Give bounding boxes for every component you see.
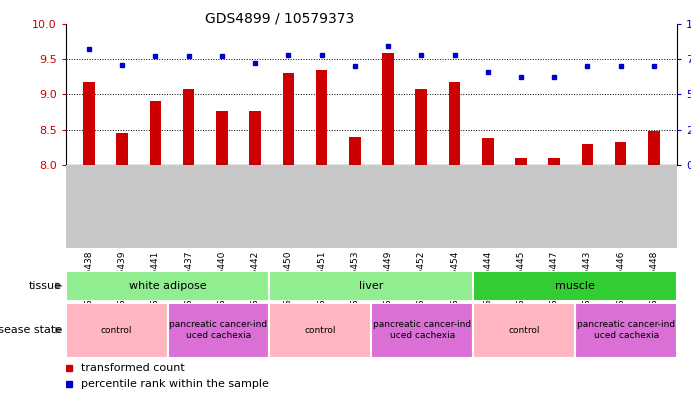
Text: white adipose: white adipose (129, 281, 207, 291)
Bar (167, 303, 269, 358)
Text: pancreatic cancer-ind
uced cachexia: pancreatic cancer-ind uced cachexia (169, 320, 267, 340)
Bar (66, 271, 269, 301)
Text: liver: liver (359, 281, 384, 291)
Bar (283, 73, 294, 165)
Text: tissue: tissue (29, 281, 62, 291)
Bar (216, 111, 227, 165)
Bar (382, 53, 394, 165)
Bar (371, 303, 473, 358)
Text: disease state: disease state (0, 325, 62, 335)
Bar (415, 89, 427, 165)
Text: control: control (101, 326, 133, 334)
Text: muscle: muscle (556, 281, 595, 291)
Bar (83, 82, 95, 165)
Bar (582, 144, 594, 165)
Bar (473, 303, 575, 358)
Bar (473, 271, 677, 301)
Bar (549, 158, 560, 165)
Text: pancreatic cancer-ind
uced cachexia: pancreatic cancer-ind uced cachexia (373, 320, 471, 340)
Text: control: control (509, 326, 540, 334)
Text: control: control (305, 326, 337, 334)
Bar (316, 70, 328, 165)
Bar (269, 303, 371, 358)
Bar (116, 132, 128, 165)
Bar (269, 271, 473, 301)
Bar (183, 89, 194, 165)
Text: GDS4899 / 10579373: GDS4899 / 10579373 (205, 12, 354, 26)
Text: pancreatic cancer-ind
uced cachexia: pancreatic cancer-ind uced cachexia (577, 320, 675, 340)
Bar (575, 303, 677, 358)
Text: percentile rank within the sample: percentile rank within the sample (81, 378, 269, 389)
Bar (66, 303, 167, 358)
Bar (615, 142, 627, 165)
Bar (648, 131, 660, 165)
Text: transformed count: transformed count (81, 364, 184, 373)
Bar (448, 82, 460, 165)
Bar (515, 158, 527, 165)
Bar (482, 138, 493, 165)
Bar (149, 101, 161, 165)
Bar (349, 137, 361, 165)
Bar (249, 111, 261, 165)
